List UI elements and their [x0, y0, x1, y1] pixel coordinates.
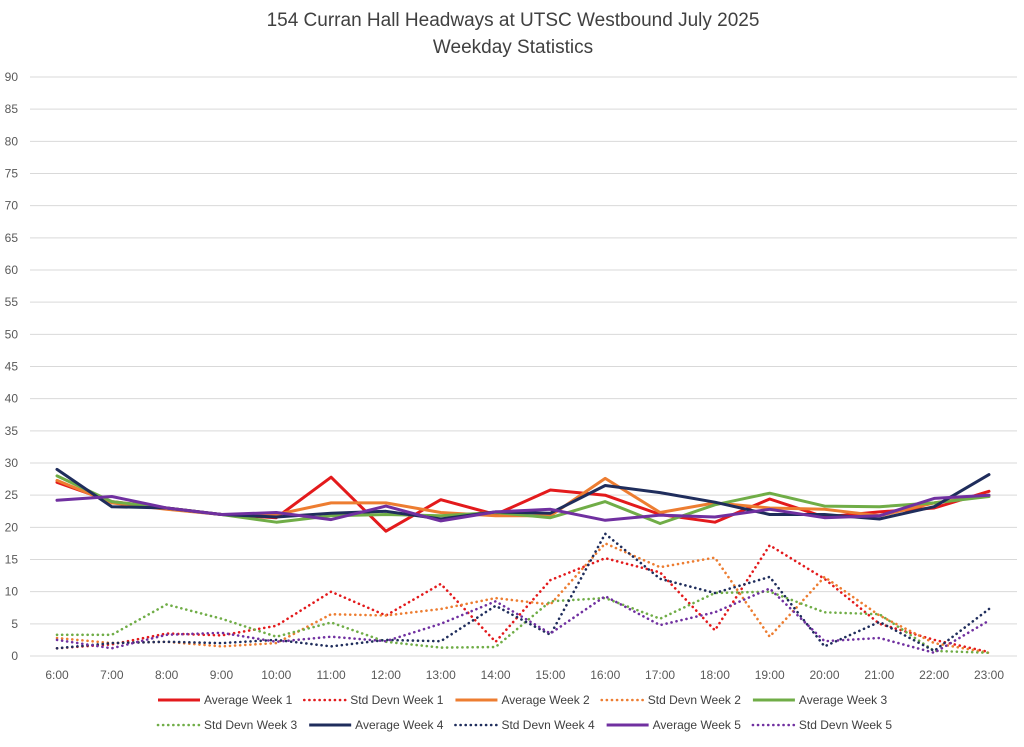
- x-tick-label: 7:00: [100, 668, 124, 682]
- legend-label: Std Devn Week 1: [350, 693, 443, 707]
- y-tick-label: 80: [5, 134, 19, 148]
- legend-label: Std Devn Week 3: [204, 718, 297, 732]
- y-tick-label: 5: [11, 617, 18, 631]
- y-tick-label: 40: [5, 392, 19, 406]
- y-tick-label: 75: [5, 167, 19, 181]
- x-tick-label: 6:00: [45, 668, 69, 682]
- y-tick-label: 60: [5, 263, 19, 277]
- series-lines: [55, 467, 991, 655]
- series-line-average-week-5: [55, 493, 991, 523]
- legend-label: Average Week 5: [653, 718, 742, 732]
- y-tick-label: 10: [5, 585, 19, 599]
- chart-subtitle: Weekday Statistics: [433, 37, 593, 58]
- series-line-average-week-1: [55, 475, 991, 533]
- legend-label: Average Week 3: [799, 693, 888, 707]
- x-tick-label: 12:00: [371, 668, 401, 682]
- y-tick-label: 65: [5, 231, 19, 245]
- legend-label: Average Week 1: [204, 693, 293, 707]
- x-tick-label: 17:00: [645, 668, 675, 682]
- x-tick-label: 16:00: [590, 668, 620, 682]
- y-tick-label: 50: [5, 327, 19, 341]
- y-tick-label: 85: [5, 102, 19, 116]
- y-tick-label: 20: [5, 520, 19, 534]
- series-line-std-devn-week-1: [55, 543, 991, 654]
- y-tick-label: 25: [5, 488, 19, 502]
- x-tick-label: 21:00: [864, 668, 894, 682]
- x-tick-label: 22:00: [919, 668, 949, 682]
- y-tick-label: 30: [5, 456, 19, 470]
- legend-label: Average Week 4: [355, 718, 444, 732]
- series-line-std-devn-week-2: [55, 542, 991, 655]
- x-tick-label: 8:00: [155, 668, 179, 682]
- y-tick-label: 15: [5, 553, 19, 567]
- y-tick-label: 55: [5, 295, 19, 309]
- x-axis-ticks: 6:00 7:00 8:00 9:00 10:00 11:00 12:00 13:00 14:0…: [45, 668, 1004, 682]
- legend-label: Std Devn Week 4: [501, 718, 594, 732]
- x-tick-label: 20:00: [810, 668, 840, 682]
- chart-title: 154 Curran Hall Headways at UTSC Westbou…: [267, 10, 760, 31]
- x-tick-label: 14:00: [481, 668, 511, 682]
- series-line-std-devn-week-5: [55, 587, 991, 655]
- x-tick-label: 9:00: [210, 668, 234, 682]
- legend-label: Std Devn Week 5: [799, 718, 892, 732]
- gridlines: [30, 76, 1017, 657]
- x-tick-label: 23:00: [974, 668, 1004, 682]
- legend-label: Average Week 2: [501, 693, 590, 707]
- x-tick-label: 19:00: [755, 668, 785, 682]
- x-tick-label: 11:00: [317, 668, 346, 682]
- legend-label: Std Devn Week 2: [648, 693, 741, 707]
- x-tick-label: 13:00: [426, 668, 456, 682]
- y-tick-label: 35: [5, 424, 19, 438]
- y-axis-ticks: 0 5 10 15 20 25 30 35 40 45 50 55 60 65 70 75 80 85 90: [5, 70, 19, 663]
- y-tick-label: 45: [5, 360, 19, 374]
- y-tick-label: 90: [5, 70, 19, 84]
- legend: Average Week 1 Std Devn Week 1 Average Wee…: [156, 693, 892, 732]
- x-tick-label: 10:00: [261, 668, 291, 682]
- y-tick-label: 70: [5, 199, 19, 213]
- y-tick-label: 0: [11, 649, 18, 663]
- x-tick-label: 15:00: [535, 668, 565, 682]
- x-tick-label: 18:00: [700, 668, 730, 682]
